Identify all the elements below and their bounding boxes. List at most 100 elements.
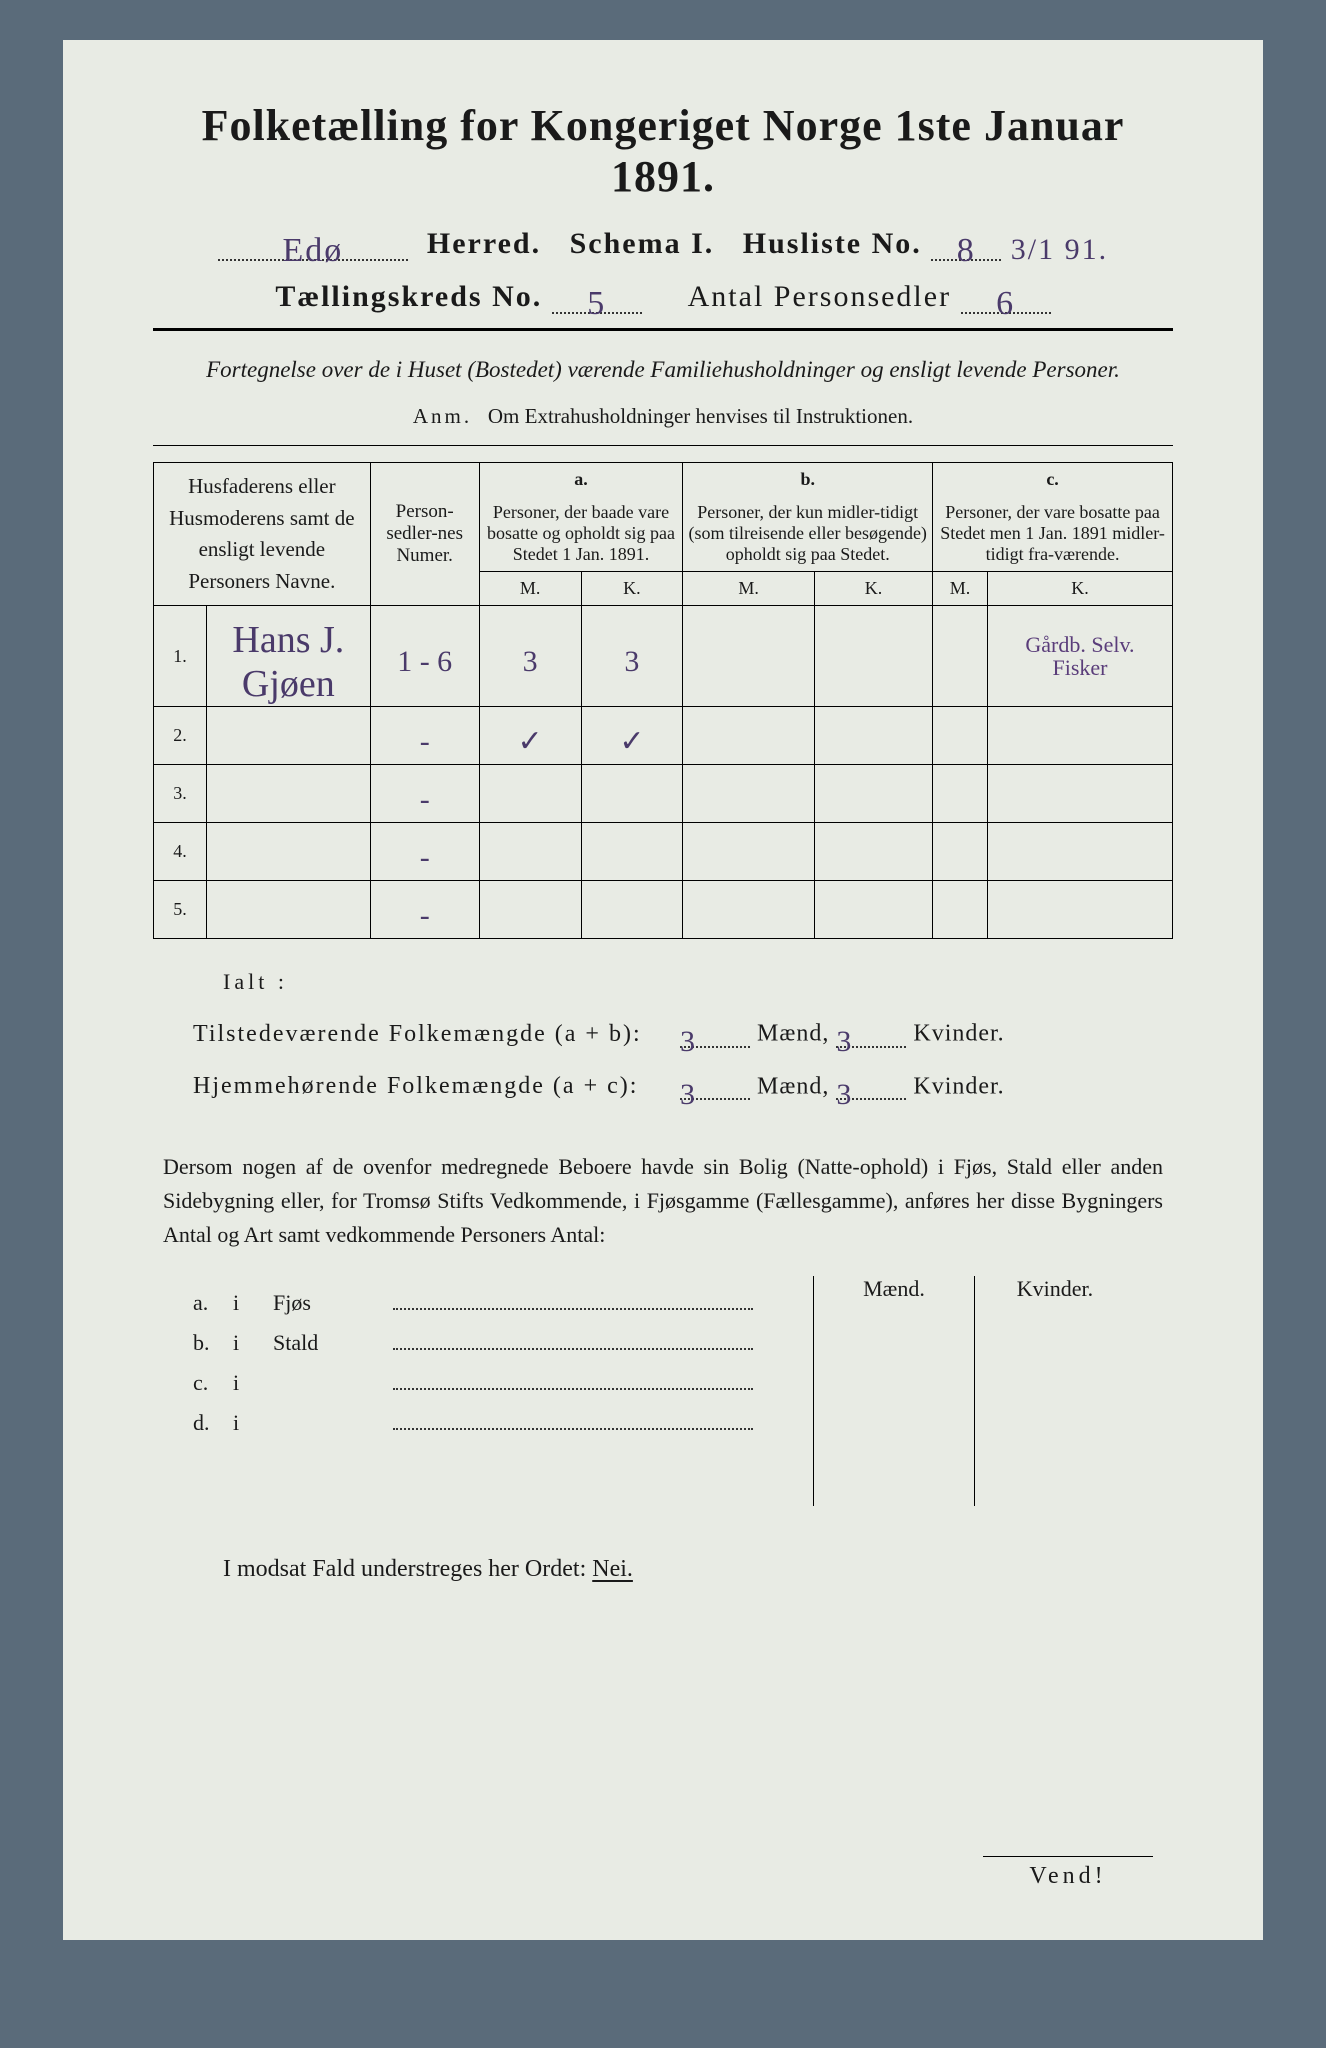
hjem-k: 3	[836, 1078, 852, 1111]
row-c-m	[933, 765, 988, 823]
subheading: Fortegnelse over de i Huset (Bostedet) v…	[153, 353, 1173, 386]
row-b-k	[814, 606, 932, 707]
page-title: Folketælling for Kongeriget Norge 1ste J…	[153, 100, 1173, 202]
table-row: 2.-✓✓	[154, 707, 1173, 765]
header-line-2: Tællingskreds No. 5 Antal Personsedler 6	[153, 279, 1173, 314]
row-b-k	[814, 707, 932, 765]
herred-value: Edø	[282, 232, 343, 269]
col-a-k: K.	[581, 572, 683, 606]
header-line-1: Edø Herred. Schema I. Husliste No. 8 3/1…	[153, 226, 1173, 261]
table-row: 3. -	[154, 765, 1173, 823]
col-b-desc: Personer, der kun midler-tidigt (som til…	[683, 496, 933, 572]
husliste-label: Husliste No.	[743, 227, 922, 260]
nei-line: I modsat Fald understreges her Ordet: Ne…	[223, 1556, 1173, 1583]
col-numer-header: Person-sedler-nes Numer.	[370, 463, 479, 606]
census-table: Husfaderens eller Husmoderens samt de en…	[153, 462, 1173, 939]
side-building-block: a.iFjøsb.iStaldc.id.i Mænd. Kvinder.	[153, 1276, 1173, 1506]
anm-prefix: Anm.	[413, 404, 472, 428]
row-a-m	[479, 881, 581, 939]
row-c-k: Gårdb. Selv.Fisker	[987, 606, 1172, 707]
col-c-top: c.	[933, 463, 1173, 497]
row-b-m	[683, 765, 815, 823]
kreds-field: 5	[552, 279, 642, 314]
building-row: a.iFjøs	[193, 1286, 753, 1326]
hjem-line: Hjemmehørende Folkemængde (a + c): 3 Mæn…	[193, 1072, 1133, 1100]
divider-2	[153, 445, 1173, 446]
divider-1	[153, 328, 1173, 331]
col-b-m: M.	[683, 572, 815, 606]
row-c-m	[933, 707, 988, 765]
row-name-cell	[207, 823, 371, 881]
row-b-k	[814, 765, 932, 823]
building-list: a.iFjøsb.iStaldc.id.i	[193, 1286, 753, 1506]
row-numer: 1 - 6	[370, 606, 479, 707]
row-number: 1.	[154, 606, 207, 707]
table-row: 4. -	[154, 823, 1173, 881]
vline-2	[974, 1276, 975, 1506]
row-name-cell: Hans J. Gjøen	[207, 606, 371, 707]
husliste-value: 8	[957, 232, 976, 269]
totals-block: Ialt : Tilstedeværende Folkemængde (a + …	[193, 969, 1133, 1100]
row-c-k	[987, 765, 1172, 823]
herred-field: Edø	[218, 226, 408, 261]
maend-header: Mænd.	[834, 1276, 954, 1302]
building-row: c.i	[193, 1366, 753, 1406]
row-number: 4.	[154, 823, 207, 881]
hjem-m: 3	[680, 1078, 696, 1111]
row-b-m	[683, 881, 815, 939]
col-a-desc: Personer, der baade vare bosatte og opho…	[479, 496, 683, 572]
row-c-k	[987, 823, 1172, 881]
row-a-m: ✓	[479, 707, 581, 765]
antal-value: 6	[996, 285, 1015, 322]
row-name-cell	[207, 765, 371, 823]
row-b-k	[814, 881, 932, 939]
row-numer: -	[370, 881, 479, 939]
row-number: 2.	[154, 707, 207, 765]
row-c-k	[987, 707, 1172, 765]
nei-word: Nei.	[592, 1556, 633, 1582]
census-form-page: Folketælling for Kongeriget Norge 1ste J…	[63, 40, 1263, 1940]
row-b-m	[683, 606, 815, 707]
row-c-m	[933, 606, 988, 707]
col-b-k: K.	[814, 572, 932, 606]
col-c-m: M.	[933, 572, 988, 606]
kvinder-header: Kvinder.	[995, 1276, 1115, 1302]
row-name-cell	[207, 707, 371, 765]
col-a-top: a.	[479, 463, 683, 497]
row-a-k	[581, 765, 683, 823]
row-numer: -	[370, 823, 479, 881]
row-a-k: ✓	[581, 707, 683, 765]
row-b-k	[814, 823, 932, 881]
col-a-m: M.	[479, 572, 581, 606]
row-name-cell	[207, 881, 371, 939]
vend-label: Vend!	[983, 1856, 1153, 1890]
row-number: 5.	[154, 881, 207, 939]
bolig-paragraph: Dersom nogen af de ovenfor medregnede Be…	[163, 1150, 1163, 1252]
row-c-k	[987, 881, 1172, 939]
antal-field: 6	[961, 279, 1051, 314]
col-c-k: K.	[987, 572, 1172, 606]
anm-text: Om Extrahusholdninger henvises til Instr…	[488, 404, 913, 428]
row-number: 3.	[154, 765, 207, 823]
row-numer: -	[370, 707, 479, 765]
schema-label: Schema I.	[570, 227, 715, 260]
row-a-k: 3	[581, 606, 683, 707]
row-c-m	[933, 881, 988, 939]
row-a-k	[581, 823, 683, 881]
col-name-header: Husfaderens eller Husmoderens samt de en…	[154, 463, 371, 606]
col-b-top: b.	[683, 463, 933, 497]
vline-1	[813, 1276, 814, 1506]
tilst-m: 3	[680, 1025, 696, 1058]
ialt-label: Ialt :	[223, 969, 1133, 995]
herred-label: Herred.	[427, 227, 541, 260]
row-a-m	[479, 765, 581, 823]
building-row: b.iStald	[193, 1326, 753, 1366]
tilst-line: Tilstedeværende Folkemængde (a + b): 3 M…	[193, 1019, 1133, 1047]
kreds-label: Tællingskreds No.	[275, 280, 542, 313]
col-c-desc: Personer, der vare bosatte paa Stedet me…	[933, 496, 1173, 572]
row-a-m: 3	[479, 606, 581, 707]
table-row: 5. -	[154, 881, 1173, 939]
row-numer: -	[370, 765, 479, 823]
kreds-value: 5	[587, 285, 606, 322]
husliste-extra: 3/1 91.	[1011, 233, 1108, 266]
